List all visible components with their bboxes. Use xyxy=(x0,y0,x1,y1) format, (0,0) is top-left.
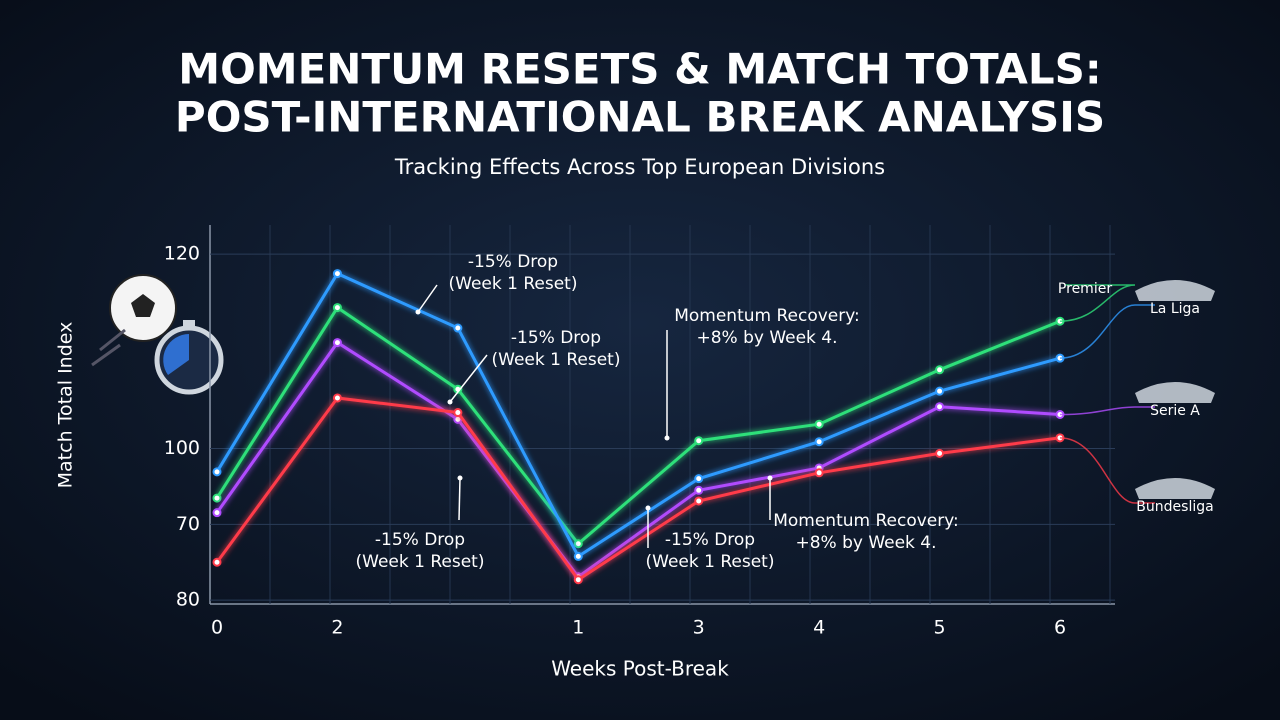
chart-title: POST-INTERNATIONAL BREAK ANALYSIS xyxy=(175,93,1105,142)
decor xyxy=(91,274,224,395)
x-tick-label: 1 xyxy=(572,617,584,639)
x-tick-label: 0 xyxy=(211,617,223,639)
annotation-arrow xyxy=(458,477,461,521)
y-tick-label: 80 xyxy=(176,589,200,611)
annotation: (Week 1 Reset) xyxy=(646,552,775,572)
series-line xyxy=(215,340,1061,579)
data-point xyxy=(935,365,945,375)
stadium-icon xyxy=(1135,382,1215,403)
data-point xyxy=(573,539,583,549)
annotation: +8% by Week 4. xyxy=(795,533,936,553)
data-point xyxy=(814,468,824,478)
data-point xyxy=(212,557,222,567)
data-point xyxy=(935,402,945,412)
data-point xyxy=(332,303,342,313)
data-point xyxy=(935,448,945,458)
annotation-tip xyxy=(645,505,651,511)
data-point xyxy=(694,474,704,484)
annotation: -15% Drop xyxy=(511,328,601,348)
annotation-tip xyxy=(447,399,453,405)
annotation: Momentum Recovery: xyxy=(773,511,959,531)
annotation-tip xyxy=(767,475,773,481)
series-line xyxy=(215,396,1061,582)
legend-label: Bundesliga xyxy=(1136,499,1213,515)
data-point xyxy=(332,338,342,348)
legend-label: Serie A xyxy=(1150,403,1200,419)
legend-leader xyxy=(1059,437,1155,504)
annotation-tip xyxy=(457,475,463,481)
y-tick-label: 120 xyxy=(164,243,200,265)
stadium-icon xyxy=(1135,280,1215,301)
legend-label: Premier xyxy=(1058,281,1112,297)
data-point xyxy=(573,575,583,585)
x-tick-label: 2 xyxy=(331,617,343,639)
data-point xyxy=(935,386,945,396)
series-line xyxy=(215,271,1061,559)
annotation-tip xyxy=(664,435,670,441)
y-tick-label: 70 xyxy=(176,513,200,535)
annotation: (Week 1 Reset) xyxy=(492,350,621,370)
data-point xyxy=(573,551,583,561)
data-point xyxy=(212,508,222,518)
legend-label: La Liga xyxy=(1150,301,1200,317)
annotation-arrow xyxy=(449,354,488,403)
data-point xyxy=(212,493,222,503)
data-point xyxy=(453,323,463,333)
chart-subtitle: Tracking Effects Across Top European Div… xyxy=(394,155,885,179)
annotation-tip xyxy=(415,309,421,315)
annotation: -15% Drop xyxy=(375,530,465,550)
annotation: (Week 1 Reset) xyxy=(449,274,578,294)
x-tick-label: 4 xyxy=(813,617,825,639)
data-point xyxy=(814,419,824,429)
data-point xyxy=(332,393,342,403)
annotation: Momentum Recovery: xyxy=(674,306,860,326)
data-point xyxy=(453,408,463,418)
data-point xyxy=(814,437,824,447)
series-line xyxy=(215,305,1061,546)
legend-leader xyxy=(1059,284,1136,322)
x-tick-label: 5 xyxy=(934,617,946,639)
data-point xyxy=(694,485,704,495)
legend-leader xyxy=(1059,304,1155,359)
x-axis-label: Weeks Post-Break xyxy=(551,657,729,681)
legend-leader xyxy=(1059,406,1155,416)
chart-title: MOMENTUM RESETS & MATCH TOTALS: xyxy=(178,45,1101,94)
y-axis-label: Match Total Index xyxy=(55,322,77,489)
annotation: (Week 1 Reset) xyxy=(356,552,485,572)
x-tick-label: 6 xyxy=(1054,617,1066,639)
annotation: -15% Drop xyxy=(468,252,558,272)
annotation-arrow xyxy=(417,284,438,313)
data-point xyxy=(694,496,704,506)
annotation: +8% by Week 4. xyxy=(696,328,837,348)
x-tick-label: 3 xyxy=(693,617,705,639)
data-point xyxy=(332,269,342,279)
data-point xyxy=(694,436,704,446)
data-point xyxy=(212,467,222,477)
y-tick-label: 100 xyxy=(164,437,200,459)
stadium-icon xyxy=(1135,478,1215,499)
annotation: -15% Drop xyxy=(665,530,755,550)
